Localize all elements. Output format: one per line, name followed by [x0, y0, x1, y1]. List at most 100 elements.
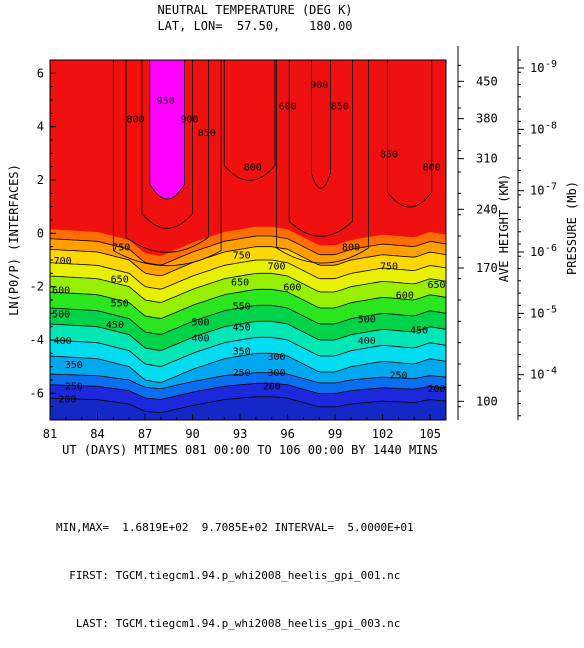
contour-label: 450 [233, 323, 251, 334]
height-tick-label: 240 [476, 202, 498, 216]
contour-line-800-c [223, 60, 276, 181]
contour-label: 500 [52, 309, 70, 320]
contour-label: 650 [111, 275, 129, 286]
contour-line-250 [50, 382, 446, 400]
contour-label: 800 [127, 115, 145, 126]
height-tick-label: 450 [476, 74, 498, 88]
contour-line-800 [112, 60, 222, 266]
pressure-tick-exponent: -7 [545, 182, 557, 193]
contour-label: 600 [279, 101, 297, 112]
contour-line-700 [50, 246, 446, 277]
band-350 [50, 337, 446, 383]
pressure-tick-exponent: -5 [545, 304, 557, 315]
y-axis-label: LN(P0/P) (INTERFACES) [7, 164, 21, 316]
contour-line-350 [50, 352, 446, 383]
contour-label: 500 [191, 317, 209, 328]
pressure-tick-exponent: -4 [545, 366, 557, 377]
contour-label: 650 [231, 277, 249, 288]
footer-minmax: MIN,MAX= 1.6819E+02 9.7085E+02 INTERVAL=… [56, 521, 414, 534]
band-600 [50, 260, 446, 303]
contour-label: 250 [389, 371, 407, 382]
contour-label: 950 [157, 96, 175, 107]
band-500 [50, 289, 446, 335]
x-tick-label: 102 [372, 427, 394, 441]
region-above-950 [149, 60, 186, 200]
contour-line-900-b [310, 60, 331, 189]
contour-chart: NEUTRAL TEMPERATURE (DEG K) LAT, LON= 57… [7, 3, 579, 457]
contour-label: 900 [310, 80, 328, 91]
x-axis-label: UT (DAYS) MTIMES 081 00:00 TO 106 00:00 … [62, 443, 438, 457]
y-tick-label: -6 [30, 386, 44, 400]
contour-label: 200 [58, 395, 76, 406]
contour-label: 700 [54, 256, 72, 267]
band-650 [50, 246, 446, 289]
x-tick-label: 81 [43, 427, 57, 441]
axes: 81 84 87 90 93 96 99 102 105 -6 -4 -2 0 2 4 6 100 170 240 3… [30, 46, 557, 441]
contour-label: 750 [233, 251, 251, 262]
contour-labels: 200 250 300 350 400 450 500 550 600 650 700 750 200 2… [52, 80, 445, 406]
band-550 [50, 273, 446, 319]
x-tick-label: 105 [419, 427, 441, 441]
height-tick-label: 170 [476, 261, 498, 275]
contour-label: 350 [233, 347, 251, 358]
x-tick-label: 84 [90, 427, 104, 441]
contour-line-500 [50, 304, 446, 335]
contour-label: 350 [65, 360, 83, 371]
x-tick-label: 87 [138, 427, 152, 441]
contour-line-650 [50, 259, 446, 290]
x-tick-label: 93 [233, 427, 247, 441]
height-tick-label: 380 [476, 112, 498, 126]
band-250 [50, 372, 446, 400]
pressure-tick-label: 10 [530, 184, 544, 198]
contour-line-300 [50, 372, 446, 390]
plot-frame [49, 59, 447, 421]
contour-label: 700 [267, 261, 285, 272]
contour-label: 300 [267, 352, 285, 363]
pressure-tick-label: 10 [530, 368, 544, 382]
contour-line-750 [50, 235, 446, 266]
pressure-tick-exponent: -8 [545, 120, 557, 131]
contour-label: 200 [263, 381, 281, 392]
contour-label: 600 [52, 285, 70, 296]
height-tick-label: 310 [476, 152, 498, 166]
contour-label: 550 [233, 301, 251, 312]
contour-label: 850 [380, 149, 398, 160]
y-tick-label: 4 [37, 120, 44, 134]
footer-first-file: FIRST: TGCM.tiegcm1.94.p_whi2008_heelis_… [56, 569, 401, 582]
band-450 [50, 305, 446, 351]
contour-label: 400 [54, 336, 72, 347]
contour-line-600 [50, 272, 446, 303]
contour-line-850-c [386, 60, 433, 208]
contour-label: 800 [342, 243, 360, 254]
band-400 [50, 321, 446, 367]
contour-label: 800 [244, 163, 262, 174]
chart-title: NEUTRAL TEMPERATURE (DEG K) [157, 3, 352, 17]
contour-line-850-b [288, 60, 353, 237]
contour-label: 600 [396, 291, 414, 302]
pressure-tick-label: 10 [530, 306, 544, 320]
contour-line-800-b [276, 60, 369, 264]
contour-label: 450 [410, 325, 428, 336]
pressure-tick-exponent: -9 [545, 59, 557, 70]
contour-label: 550 [111, 299, 129, 310]
x-tick-label: 99 [328, 427, 342, 441]
band-700 [50, 236, 446, 276]
band-below-200 [50, 396, 446, 420]
right-axis-pressure-label: PRESSURE (Mb) [565, 181, 579, 275]
contour-label: 250 [65, 381, 83, 392]
band-200 [50, 383, 446, 413]
contour-line-400 [50, 336, 446, 367]
height-tick-label: 100 [476, 394, 498, 408]
pressure-tick-label: 10 [530, 122, 544, 136]
contour-label: 650 [427, 280, 445, 291]
contour-label: 300 [267, 368, 285, 379]
contour-label: 500 [358, 315, 376, 326]
contour-label: 600 [283, 283, 301, 294]
contour-label: 850 [331, 101, 349, 112]
pressure-tick-exponent: -6 [545, 243, 557, 254]
right-axis-height-label: AVE HEIGHT (KM) [497, 174, 511, 282]
contour-label: 900 [180, 115, 198, 126]
contour-line-450 [50, 320, 446, 351]
contour-label: 750 [380, 261, 398, 272]
pressure-tick-label: 10 [530, 61, 544, 75]
